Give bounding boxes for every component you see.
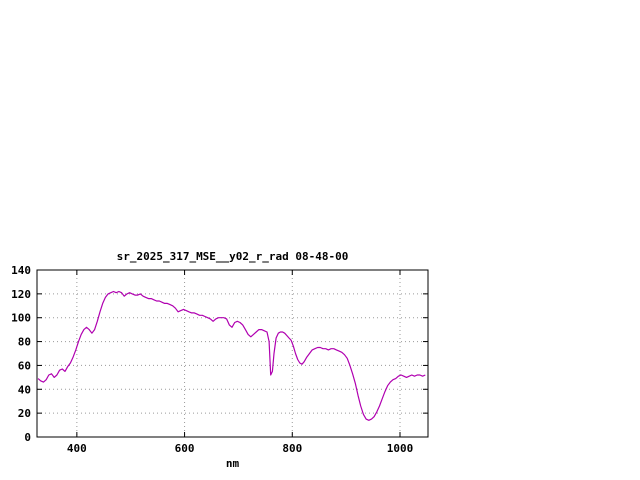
chart-canvas: 0 20 40 60 80 100 120 140 400 600 800 1000 bbox=[11, 264, 429, 455]
x-axis-label: nm bbox=[225, 457, 240, 470]
spectrum-chart: sr_2025_317_MSE__y02_r_rad 08-48-00 0 20 4… bbox=[0, 248, 450, 480]
chart-title: sr_2025_317_MSE__y02_r_rad 08-48-00 bbox=[116, 250, 349, 263]
x-tick-label: 800 bbox=[282, 442, 302, 455]
y-tick-label: 140 bbox=[11, 264, 31, 277]
y-tick-label: 0 bbox=[24, 431, 31, 444]
x-tick-label: 400 bbox=[67, 442, 87, 455]
y-tick-label: 80 bbox=[18, 336, 31, 349]
x-tick-label: 600 bbox=[175, 442, 195, 455]
plot-frame bbox=[36, 269, 429, 438]
y-tick-label: 60 bbox=[18, 359, 31, 372]
y-tick-label: 100 bbox=[11, 312, 31, 325]
y-tick-label: 40 bbox=[18, 383, 31, 396]
y-tick-label: 20 bbox=[18, 407, 31, 420]
spectrum-data-line bbox=[37, 290, 426, 421]
y-tick-label: 120 bbox=[11, 288, 31, 301]
x-tick-label: 1000 bbox=[387, 442, 414, 455]
